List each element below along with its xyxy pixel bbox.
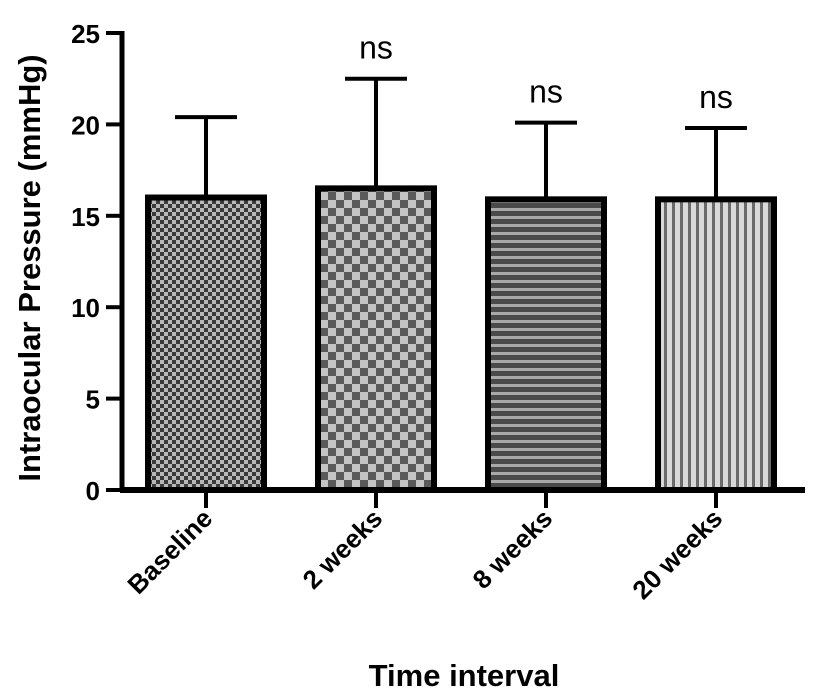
x-tick-label-1: Baseline bbox=[121, 503, 218, 600]
y-tick-label-15: 15 bbox=[71, 202, 100, 232]
significance-label-2: ns bbox=[359, 30, 393, 66]
y-tick-label-5: 5 bbox=[86, 385, 100, 415]
y-axis-title: Intraocular Pressure (mmHg) bbox=[12, 54, 47, 481]
bars-group bbox=[145, 185, 777, 494]
y-tick-label-20: 20 bbox=[71, 110, 100, 140]
x-tick-label-2: 2 weeks bbox=[296, 503, 388, 595]
bar-2 bbox=[315, 185, 437, 493]
bar-4 bbox=[655, 196, 777, 494]
y-tick-label-0: 0 bbox=[86, 476, 100, 506]
x-tick-label-4: 20 weeks bbox=[626, 503, 728, 605]
significance-label-4: ns bbox=[699, 79, 733, 115]
significance-label-3: ns bbox=[529, 74, 563, 110]
error-bars-group bbox=[175, 76, 747, 200]
bar-3 bbox=[485, 196, 607, 494]
y-tick-label-10: 10 bbox=[71, 293, 100, 323]
axes-group bbox=[106, 31, 805, 508]
y-tick-label-25: 25 bbox=[71, 19, 100, 49]
bar-1 bbox=[145, 194, 267, 494]
x-tick-label-3: 8 weeks bbox=[466, 503, 558, 595]
x-axis-title: Time interval bbox=[369, 658, 560, 693]
